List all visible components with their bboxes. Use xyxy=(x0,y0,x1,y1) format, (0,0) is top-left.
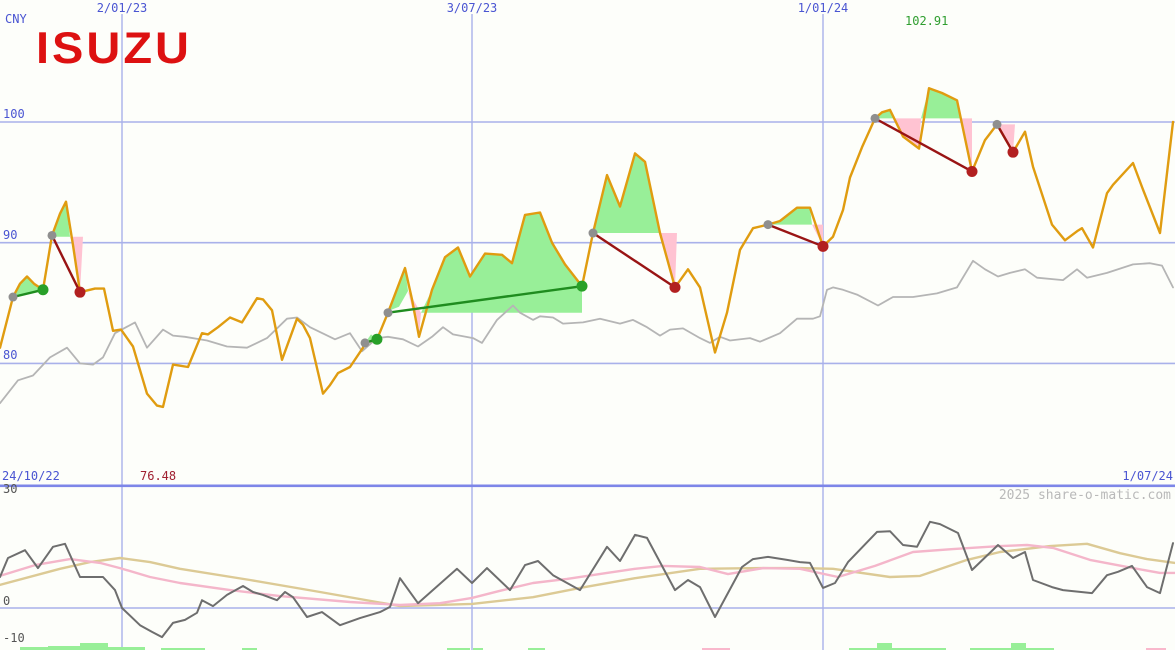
gray-marker xyxy=(763,220,773,230)
profit-zone xyxy=(52,201,70,237)
x-axis-end-date: 1/07/24 xyxy=(1122,469,1173,483)
indicator-tick-0: 0 xyxy=(3,594,11,608)
trendline-loss xyxy=(767,223,824,248)
volume-bar xyxy=(702,648,730,650)
profit-zone xyxy=(921,88,961,119)
red-marker xyxy=(966,165,978,177)
profit-zone xyxy=(593,153,660,233)
panel-divider xyxy=(0,484,1175,488)
volume-bar xyxy=(1011,643,1026,650)
trendline-profit xyxy=(387,284,583,314)
gray-marker xyxy=(992,119,1002,129)
benchmark-line xyxy=(0,259,1174,405)
trendline-loss xyxy=(874,117,973,173)
red-marker xyxy=(74,286,86,298)
red-marker xyxy=(817,240,829,252)
volume-bar xyxy=(528,648,545,650)
volume-bar xyxy=(48,646,80,650)
trendline-loss xyxy=(592,232,676,289)
x-axis-date-0: 2/01/23 xyxy=(96,1,148,15)
profit-zone xyxy=(390,268,408,311)
y-tick-100: 100 xyxy=(3,107,25,121)
max-price-label: 102.91 xyxy=(905,14,949,28)
x-axis-date-1: 3/07/23 xyxy=(446,1,498,15)
indicator-tick-minus10: -10 xyxy=(3,631,25,646)
price-line xyxy=(0,86,1175,409)
signal_fast-line xyxy=(0,543,1175,607)
gray-marker xyxy=(870,113,880,123)
x-axis-start-date: 24/10/22 xyxy=(2,469,60,483)
volume-bar xyxy=(849,648,946,650)
watermark: 2025 share-o-matic.com xyxy=(998,488,1171,503)
profit-zone xyxy=(421,212,582,313)
green-marker xyxy=(576,280,588,292)
volume-bar xyxy=(161,648,205,650)
oscillator-line xyxy=(0,520,1174,639)
y-tick-80: 80 xyxy=(3,348,18,363)
gray-marker xyxy=(360,338,370,348)
min-price-label: 76.48 xyxy=(140,469,177,483)
gray-marker xyxy=(8,292,18,302)
y-tick-90: 90 xyxy=(3,227,18,242)
indicator-tick-30: 30 xyxy=(3,482,18,497)
gray-marker xyxy=(383,308,393,318)
red-marker xyxy=(669,281,681,293)
volume-bar xyxy=(80,643,108,650)
trendline-loss xyxy=(50,234,82,293)
volume-bar xyxy=(20,647,48,650)
green-marker xyxy=(371,333,383,345)
profit-zone xyxy=(768,207,812,225)
profit-zone xyxy=(875,109,893,119)
volume-bar xyxy=(877,643,892,650)
gray-marker xyxy=(588,228,598,238)
volume-bar xyxy=(242,648,257,650)
volume-bar xyxy=(1146,648,1166,650)
x-axis-date-2: 1/01/24 xyxy=(797,1,849,15)
gray-marker xyxy=(47,230,57,240)
green-marker xyxy=(37,284,49,296)
currency-label: CNY xyxy=(5,12,27,26)
red-marker xyxy=(1007,146,1019,158)
volume-bar xyxy=(108,647,145,650)
volume-bar xyxy=(447,648,470,650)
isuzu-logo: ISUZU xyxy=(36,22,192,73)
profit-zone xyxy=(13,276,43,297)
volume-bar xyxy=(473,648,483,650)
